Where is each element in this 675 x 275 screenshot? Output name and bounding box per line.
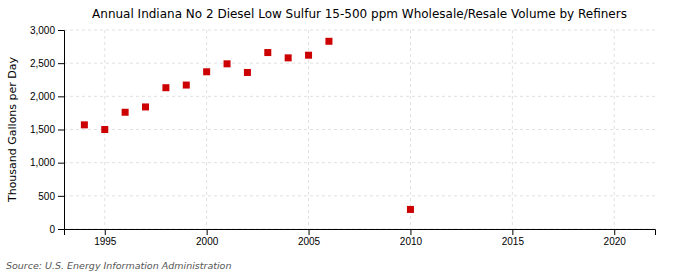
grid-line-y xyxy=(64,96,655,97)
point xyxy=(122,109,129,116)
tick: 1995 xyxy=(94,229,117,247)
tick-label: 0 xyxy=(49,224,55,235)
grid xyxy=(64,30,655,229)
point xyxy=(162,84,169,91)
tick-label: 2010 xyxy=(400,236,423,247)
tick-label: 1,000 xyxy=(30,157,55,168)
point xyxy=(264,49,271,56)
points xyxy=(81,38,414,213)
point xyxy=(81,121,88,128)
grid-line-x xyxy=(206,30,207,229)
grid-line-y xyxy=(64,195,655,196)
tick-mark xyxy=(207,229,208,235)
point xyxy=(183,82,190,89)
chart-svg: 1995 2000 2005 2010 2015 2020 0 500 1,000 1,500 2,… xyxy=(0,0,675,275)
title: Annual Indiana No 2 Diesel Low Sulfur 15… xyxy=(92,7,627,21)
point xyxy=(244,69,251,76)
y-axis: 0 500 1,000 1,500 2,000 2,500 3,000 xyxy=(30,25,65,235)
tick-label: 2,500 xyxy=(30,58,55,69)
tick-mark xyxy=(58,229,64,230)
tick-mark xyxy=(58,196,64,197)
tick-label: 2015 xyxy=(502,236,525,247)
chart-container: 1995 2000 2005 2010 2015 2020 0 500 1,000 1,500 2,… xyxy=(0,0,675,275)
tick-label: 1995 xyxy=(94,236,117,247)
tick-label: 2,000 xyxy=(30,91,55,102)
tick-label: 2000 xyxy=(196,236,219,247)
tick-label: 2020 xyxy=(604,236,627,247)
point xyxy=(101,126,108,133)
grid-line-y xyxy=(64,30,655,31)
grid-line-x xyxy=(512,30,513,229)
tick-label: 1,500 xyxy=(30,124,55,135)
y-axis-label: Thousand Gallons per Day xyxy=(6,56,19,203)
grid-line-x xyxy=(308,30,309,229)
point xyxy=(203,68,210,75)
x-axis: 1995 2000 2005 2010 2015 2020 xyxy=(65,229,656,247)
axis-line xyxy=(58,31,65,230)
tick-mark xyxy=(512,229,513,235)
grid-line-y xyxy=(64,129,655,130)
tick: 1,500 xyxy=(30,124,64,135)
tick-mark xyxy=(58,63,64,64)
tick-label: 3,000 xyxy=(30,25,55,36)
tick-label: 500 xyxy=(38,191,55,202)
tick: 2005 xyxy=(298,229,321,247)
axis-line xyxy=(65,230,656,236)
tick-mark xyxy=(309,229,310,235)
tick: 1,000 xyxy=(30,157,64,168)
point xyxy=(285,54,292,61)
point xyxy=(325,38,332,45)
tick: 2015 xyxy=(502,229,525,247)
grid-line-y xyxy=(64,162,655,163)
tick-mark xyxy=(58,96,64,97)
tick-mark xyxy=(105,229,106,235)
tick: 3,000 xyxy=(30,25,64,36)
tick: 500 xyxy=(38,191,64,202)
point xyxy=(305,52,312,59)
tick-mark xyxy=(410,229,411,235)
point xyxy=(407,206,414,213)
tick: 0 xyxy=(49,224,64,235)
tick: 2020 xyxy=(604,229,627,247)
tick-label: 2005 xyxy=(298,236,321,247)
tick-mark xyxy=(58,163,64,164)
plot-area: 1995 2000 2005 2010 2015 2020 0 500 1,000 1,500 2,… xyxy=(30,25,656,247)
tick: 2000 xyxy=(196,229,219,247)
tick: 2,000 xyxy=(30,91,64,102)
tick: 2,500 xyxy=(30,58,64,69)
grid-line-x xyxy=(614,30,615,229)
source-note: Source: U.S. Energy Information Administ… xyxy=(6,260,231,271)
tick-mark xyxy=(614,229,615,235)
point xyxy=(224,60,231,67)
point xyxy=(142,103,149,110)
tick-mark xyxy=(58,130,64,131)
tick: 2010 xyxy=(400,229,423,247)
tick-mark xyxy=(58,30,64,31)
grid-line-y xyxy=(64,63,655,64)
grid-line-x xyxy=(410,30,411,229)
